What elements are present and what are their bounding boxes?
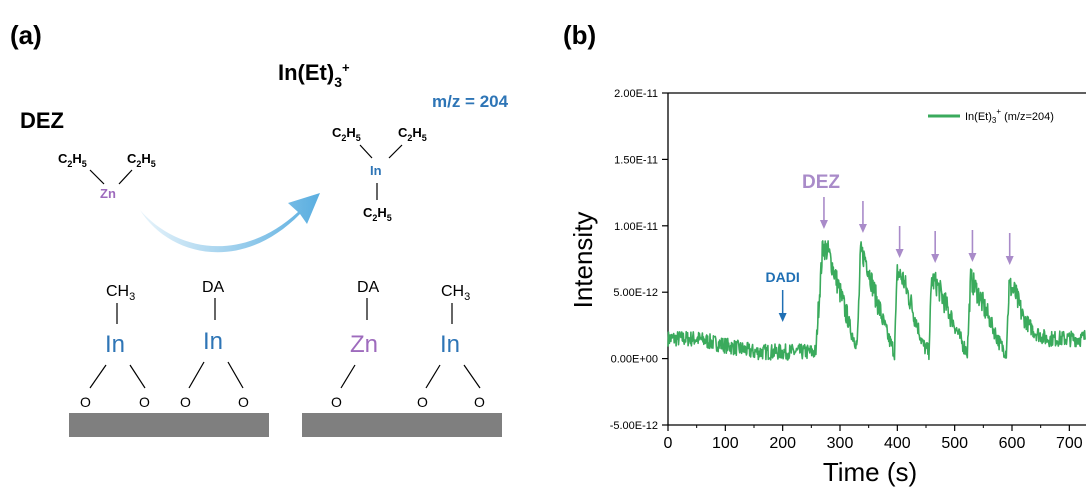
substrate-bar [69,413,269,437]
surface-group-label: CH3 [441,283,470,303]
surface-group-label: CH3 [106,283,135,303]
x-tick-label: 300 [827,435,854,452]
x-axis-label: Time (s) [823,457,917,487]
dadi-arrow-head [778,313,787,322]
metal-atom: In [105,331,125,358]
bond [340,364,356,389]
panel-a: (a) In(Et)3+ m/z = 204 DEZ C2H5 C2H5 Zn … [10,20,509,437]
dadi-label: DADI [766,269,800,285]
intensity-chart: -5.00E-12 0.00E+00 5.00E-12 1.00E-11 1.50E-1… [568,88,1086,487]
oxygen-atom: O [238,394,249,410]
product-label: In(Et)3+ [278,60,350,90]
dez-title: DEZ [20,108,64,133]
metal-atom: In [440,331,460,358]
oxygen-atom: O [180,394,191,410]
y-tick-label: 5.00E-12 [613,287,658,299]
dez-arrow-head [968,253,977,262]
indium-atom: In [370,163,382,178]
dez-molecule: C2H5 C2H5 Zn [58,151,156,201]
panel-a-label: (a) [10,20,42,50]
oxygen-atom: O [417,394,428,410]
dez-label: DEZ [802,172,840,193]
x-tick-label: 100 [712,435,739,452]
metal-atom: Zn [350,331,378,358]
y-tick-label: 2.00E-11 [614,88,658,100]
bond [227,361,244,389]
surface-group-label: DA [357,279,380,296]
bond [118,169,133,185]
bond [425,364,441,389]
oxygen-atom: O [80,394,91,410]
oxygen-atom: O [474,394,485,410]
y-tick-label: 1.00E-11 [614,221,658,233]
dez-arrow-head [895,249,904,258]
left-surface-scheme: CH3 DA In In O O O O [69,279,269,437]
bond [89,364,107,389]
bond [89,169,105,185]
ethyl-right: C2H5 [398,125,427,143]
bond [129,364,146,389]
y-tick-label: -5.00E-12 [610,420,658,432]
right-surface-scheme: DA CH3 Zn In O O O [302,279,502,437]
dez-arrow-head [1005,256,1014,265]
x-tick-label: 700 [1056,435,1083,452]
reaction-arrow [140,193,320,253]
legend-label: In(Et)3+ (m/z=204) [965,107,1054,125]
bond [463,364,481,389]
y-axis-label: Intensity [568,212,598,309]
ethyl-bottom: C2H5 [363,205,392,223]
substrate-bar [302,413,502,437]
bond [359,144,373,159]
oxygen-atom: O [331,394,342,410]
ethyl-right: C2H5 [127,151,156,169]
x-tick-label: 400 [884,435,911,452]
dez-arrow-head [931,254,940,263]
x-tick-label: 0 [664,435,673,452]
x-tick-label: 600 [999,435,1026,452]
series-line [667,240,1086,361]
ethyl-left: C2H5 [58,151,87,169]
ethyl-left: C2H5 [332,125,361,143]
metal-atom: In [203,328,223,355]
y-tick-label: 1.50E-11 [614,154,658,166]
panel-b-label: (b) [563,20,596,50]
zinc-atom: Zn [100,186,116,201]
x-tick-label: 200 [769,435,796,452]
y-tick-label: 0.00E+00 [611,354,658,366]
bond [388,144,403,159]
surface-group-label: DA [202,279,225,296]
dez-arrow-head [819,220,828,229]
oxygen-atom: O [139,394,150,410]
inet3-molecule: C2H5 C2H5 In C2H5 [332,125,427,223]
bond [188,361,205,389]
mz-label: m/z = 204 [432,92,509,111]
panel-b: (b) -5.00E-12 0.00E+00 5.00E-12 1.00E-11 1.5… [563,20,1086,487]
x-tick-label: 500 [941,435,968,452]
dez-arrow-head [858,224,867,233]
